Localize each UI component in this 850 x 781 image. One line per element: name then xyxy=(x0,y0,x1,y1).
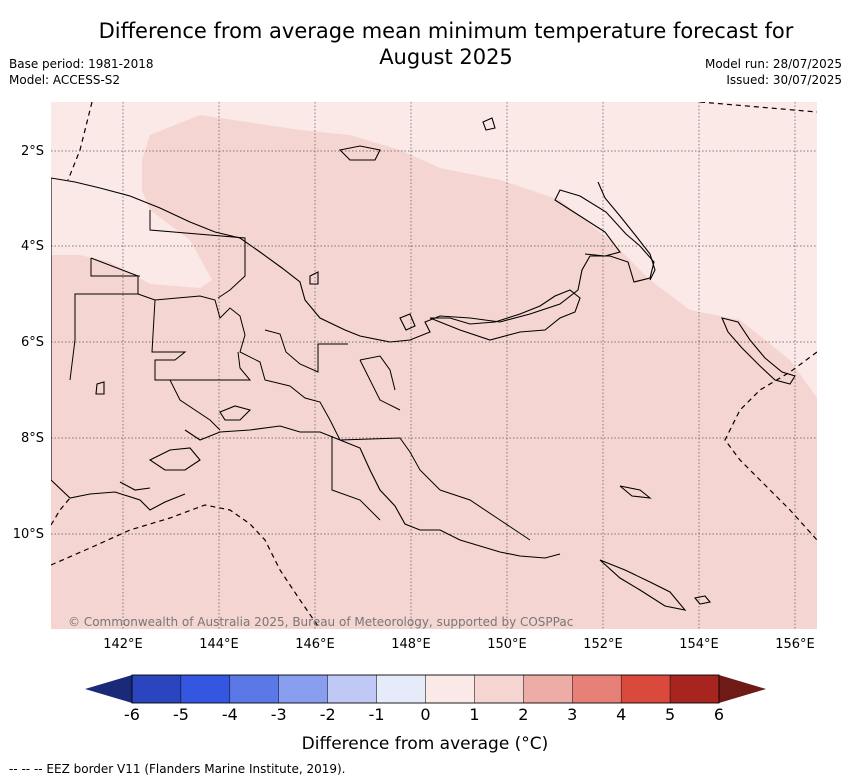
lon-label: 148°E xyxy=(391,637,431,652)
colorbar-cell xyxy=(327,674,377,704)
lon-label: 146°E xyxy=(295,637,335,652)
lon-label: 156°E xyxy=(775,637,815,652)
base-period: Base period: 1981-2018 xyxy=(9,57,154,71)
meta-right: Model run: 28/07/2025 Issued: 30/07/2025 xyxy=(705,56,842,88)
colorbar-tick-label: 6 xyxy=(714,705,724,724)
eez-borders xyxy=(51,102,817,629)
model-name: Model: ACCESS-S2 xyxy=(9,73,121,87)
colorbar-cell xyxy=(376,674,426,704)
longitude-labels: 142°E 144°E 146°E 148°E 150°E 152°E 154°… xyxy=(103,637,815,652)
meta-left: Base period: 1981-2018 Model: ACCESS-S2 xyxy=(9,56,154,88)
colorbar-cell xyxy=(278,674,328,704)
latitude-labels: 2°S 4°S 6°S 8°S 10°S xyxy=(13,144,44,542)
colorbar-tick-label: 4 xyxy=(616,705,626,724)
colorbar-tick-label: 1 xyxy=(469,705,479,724)
colorbar-tick-label: -1 xyxy=(369,705,385,724)
lon-label: 142°E xyxy=(103,637,143,652)
colorbar-cell xyxy=(131,674,182,704)
colorbar-outline xyxy=(131,674,720,704)
lat-label: 4°S xyxy=(21,239,44,254)
lon-label: 154°E xyxy=(679,637,719,652)
colorbar-cell xyxy=(669,674,720,704)
colorbar-cell xyxy=(229,674,279,704)
colorbar-cell xyxy=(523,674,573,704)
lat-label: 8°S xyxy=(21,431,44,446)
model-run: Model run: 28/07/2025 xyxy=(704,57,842,71)
colorbar-extend-low xyxy=(85,675,132,703)
lon-label: 144°E xyxy=(199,637,239,652)
lon-label: 152°E xyxy=(583,637,623,652)
lon-label: 150°E xyxy=(487,637,527,652)
province-borders xyxy=(69,210,531,541)
map-title: Difference from average mean minimum tem… xyxy=(98,19,794,69)
colorbar-cell xyxy=(474,674,524,704)
colorbar-tick-label: 0 xyxy=(420,705,430,724)
lat-label: 6°S xyxy=(21,335,44,350)
colorbar: -6 -5 -4 -3 -2 -1 0 1 2 3 4 5 6 Difference from aver… xyxy=(85,674,766,754)
eez-footnote: -- -- -- EEZ border V11 (Flanders Marine… xyxy=(9,762,346,776)
colorbar-cell xyxy=(425,674,475,704)
colorbar-tick-label: 5 xyxy=(665,705,675,724)
colorbar-cell xyxy=(620,674,671,704)
colorbar-tick-label: -6 xyxy=(124,705,140,724)
colorbar-extend-high xyxy=(719,675,766,703)
colorbar-cell xyxy=(572,674,622,704)
colorbar-cell xyxy=(180,674,231,704)
copyright-text: © Commonwealth of Australia 2025, Bureau… xyxy=(68,615,573,629)
colorbar-tick-label: 2 xyxy=(518,705,528,724)
colorbar-tick-label: -4 xyxy=(222,705,238,724)
anomaly-fill-0-1 xyxy=(51,102,817,398)
colorbar-tick-label: -5 xyxy=(173,705,189,724)
colorbar-tick-label: -2 xyxy=(320,705,336,724)
lat-label: 2°S xyxy=(21,144,44,159)
colorbar-ticks: -6 -5 -4 -3 -2 -1 0 1 2 3 4 5 6 xyxy=(124,705,724,724)
colorbar-tick-label: -3 xyxy=(271,705,287,724)
lat-label: 10°S xyxy=(13,527,44,542)
graticule xyxy=(51,102,817,629)
issued-date: Issued: 30/07/2025 xyxy=(726,73,842,87)
colorbar-cells xyxy=(131,674,720,704)
map-area: © Commonwealth of Australia 2025, Bureau… xyxy=(51,102,817,629)
colorbar-title: Difference from average (°C) xyxy=(302,734,549,754)
colorbar-tick-label: 3 xyxy=(567,705,577,724)
